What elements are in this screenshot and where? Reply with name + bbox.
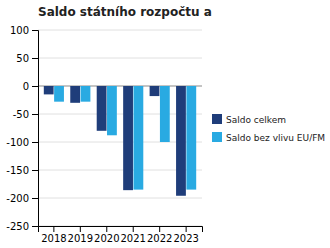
x-tick: 2021 — [120, 226, 145, 244]
bars — [44, 86, 196, 196]
x-tick: 2020 — [94, 226, 119, 244]
y-tick-label: -150 — [6, 165, 29, 176]
legend-swatch — [212, 114, 222, 124]
y-tick-mark — [32, 58, 38, 59]
bar — [81, 86, 91, 102]
x-tick-mark — [159, 226, 160, 232]
bar — [160, 86, 170, 142]
bar — [176, 86, 186, 196]
y-tick-label: -100 — [6, 137, 29, 148]
x-tick-label: 2018 — [41, 233, 66, 244]
y-tick-mark — [32, 170, 38, 171]
y-tick-label: -250 — [6, 221, 29, 232]
legend-swatch — [212, 132, 222, 142]
grid — [38, 30, 202, 226]
bar — [54, 86, 64, 102]
grid-line — [38, 58, 202, 59]
legend-item: Saldo celkem — [212, 114, 286, 125]
y-tick: -200 — [6, 193, 38, 204]
x-tick: 2023 — [173, 226, 198, 244]
x-tick-mark — [80, 226, 81, 232]
y-tick-mark — [32, 198, 38, 199]
y-axis: 100 50 0 -50 -100 -150 -200 -250 — [6, 25, 38, 232]
y-axis-line — [32, 31, 39, 227]
x-tick-mark — [106, 226, 107, 232]
y-tick-label: 50 — [16, 53, 29, 64]
x-tick-label: 2020 — [94, 233, 119, 244]
y-tick-mark — [32, 86, 38, 87]
bar — [44, 86, 54, 94]
legend-label: Saldo bez vlivu EU/FM — [226, 133, 325, 143]
bar — [133, 86, 143, 190]
y-tick: -250 — [6, 221, 38, 232]
y-tick-mark — [32, 142, 38, 143]
y-tick-mark — [32, 114, 38, 115]
chart: Saldo státního rozpočtu a 100 50 0 -50 -100 -1… — [0, 0, 330, 248]
x-tick-label: 2022 — [147, 233, 172, 244]
y-tick: 0 — [23, 81, 38, 92]
grid-line — [38, 30, 202, 31]
x-tick-label: 2023 — [173, 233, 198, 244]
grid-line — [38, 198, 202, 199]
legend: Saldo celkem Saldo bez vlivu EU/FM — [212, 114, 325, 143]
y-tick: -100 — [6, 137, 38, 148]
y-tick-mark — [32, 226, 38, 227]
x-tick: 2018 — [41, 226, 66, 244]
legend-item: Saldo bez vlivu EU/FM — [212, 132, 325, 143]
x-tick: 2022 — [147, 226, 172, 244]
title: Saldo státního rozpočtu a — [38, 5, 212, 19]
y-tick-mark — [32, 30, 38, 31]
x-tick-mark — [186, 226, 187, 232]
bar — [186, 86, 196, 190]
x-tick-label: 2021 — [120, 233, 145, 244]
y-tick: -50 — [13, 109, 38, 120]
y-tick: 50 — [16, 53, 38, 64]
bar — [70, 86, 80, 103]
legend-label: Saldo celkem — [226, 115, 286, 125]
x-axis-line — [39, 227, 203, 233]
bar — [150, 86, 160, 96]
y-tick-label: 0 — [23, 81, 29, 92]
x-tick: 2019 — [68, 226, 93, 244]
bar — [107, 86, 117, 135]
x-tick-label: 2019 — [68, 233, 93, 244]
y-tick: -150 — [6, 165, 38, 176]
plot: 100500-50-100-150-200-250201820192020202… — [6, 25, 202, 244]
y-tick-label: -50 — [13, 109, 29, 120]
x-tick-mark — [133, 226, 134, 232]
bar — [123, 86, 133, 190]
x-tick-mark — [53, 226, 54, 232]
y-tick-label: -200 — [6, 193, 29, 204]
y-tick-label: 100 — [10, 25, 29, 36]
x-axis: 201820192020202120222023 — [39, 226, 203, 244]
bar — [97, 86, 107, 131]
y-tick: 100 — [10, 25, 38, 36]
